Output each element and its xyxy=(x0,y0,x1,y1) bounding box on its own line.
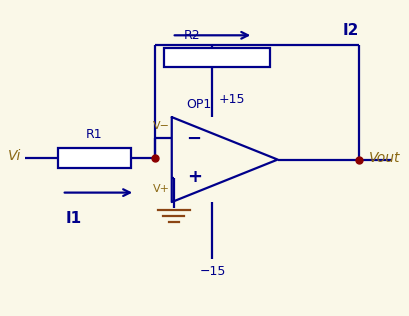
Text: R1: R1 xyxy=(86,128,102,141)
Text: V−: V− xyxy=(152,121,169,131)
Text: −: − xyxy=(186,130,201,148)
Bar xyxy=(163,48,269,67)
Text: I2: I2 xyxy=(342,23,358,39)
Text: +15: +15 xyxy=(218,93,245,106)
Bar xyxy=(58,148,131,168)
Text: Vout: Vout xyxy=(369,151,400,165)
Text: Vi: Vi xyxy=(8,149,21,163)
Text: V+: V+ xyxy=(152,184,169,194)
Text: +: + xyxy=(186,168,201,186)
Text: I1: I1 xyxy=(66,211,82,227)
Text: R2: R2 xyxy=(183,29,200,42)
Text: −15: −15 xyxy=(199,265,225,278)
Text: OP1: OP1 xyxy=(186,99,211,112)
